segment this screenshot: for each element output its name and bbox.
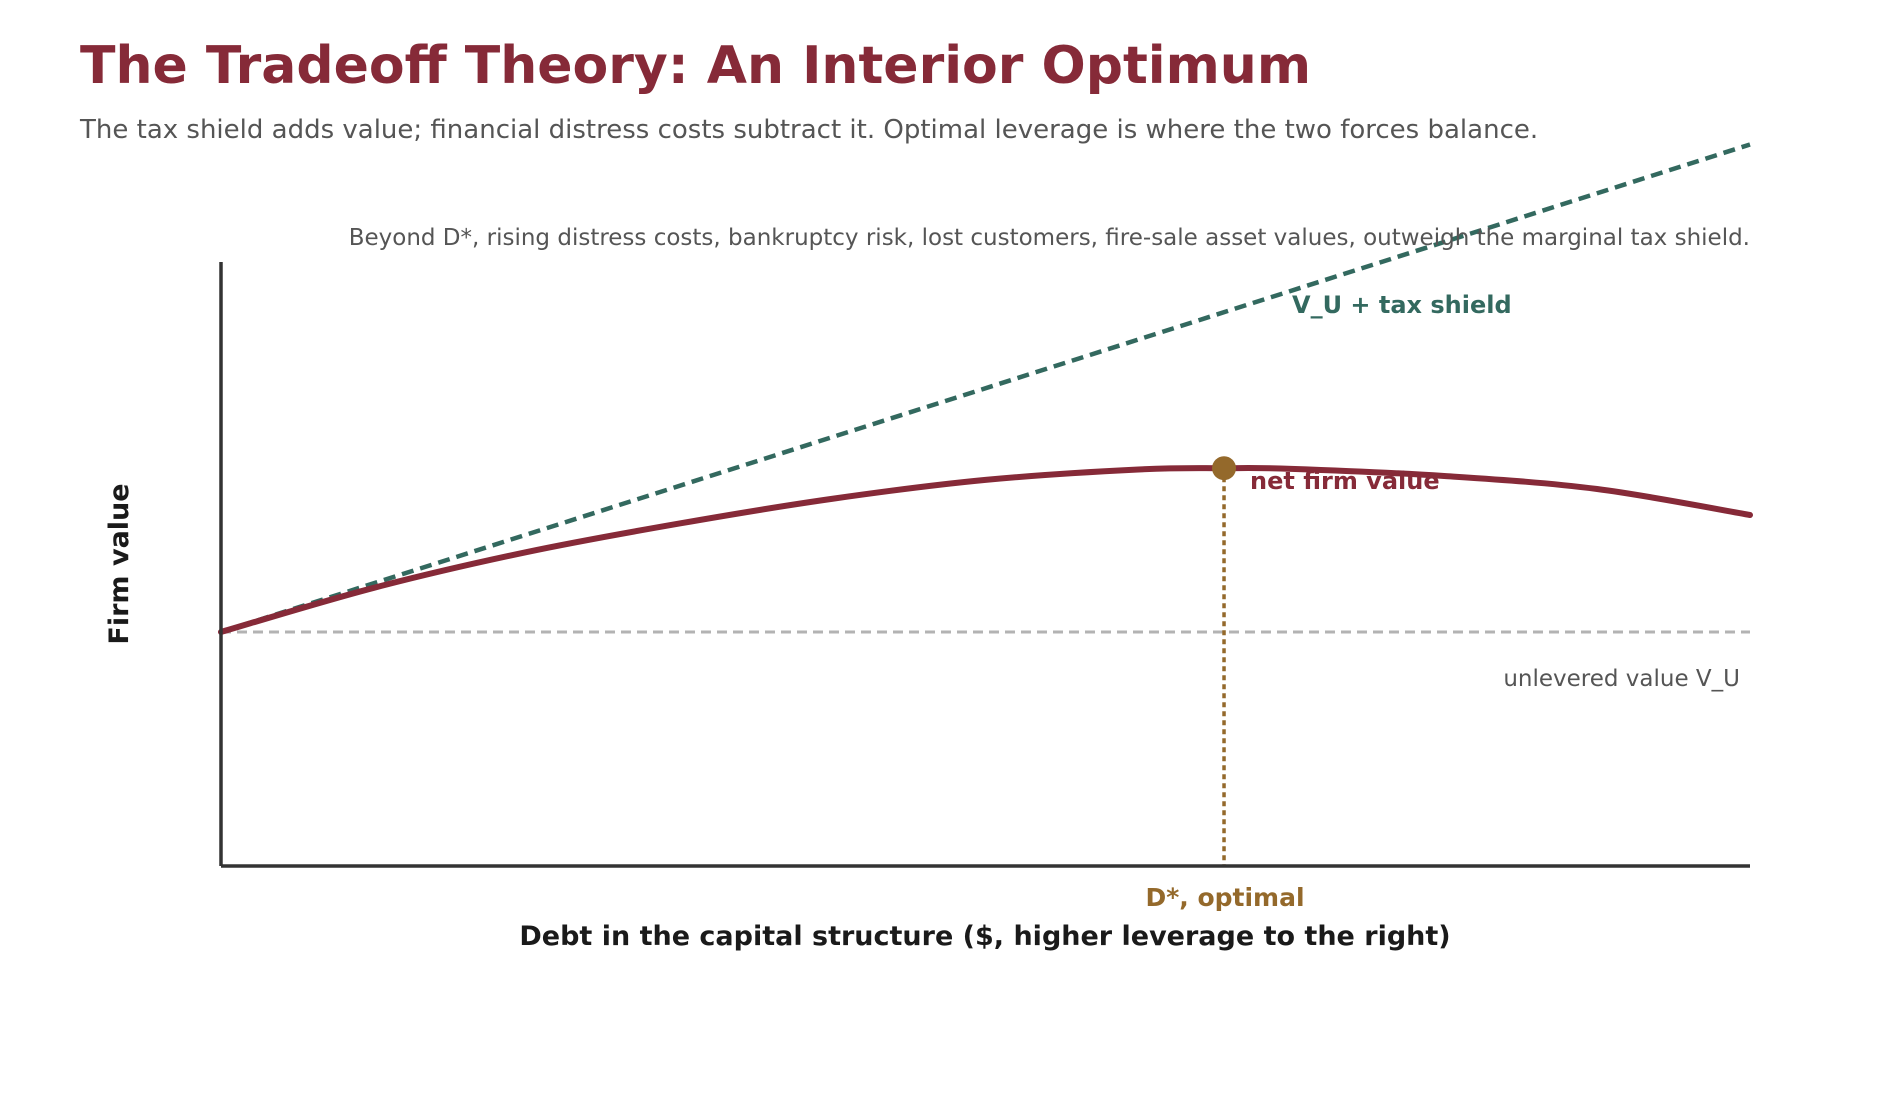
tax-shield-label: V_U + tax shield — [1292, 291, 1512, 319]
optimum-tick-label: D*, optimal — [1145, 883, 1304, 912]
page-subtitle: The tax shield adds value; financial dis… — [80, 115, 1539, 145]
optimum-point — [1212, 456, 1237, 481]
net-firm-value-curve — [218, 464, 1753, 635]
net-value-label: net firm value — [1250, 467, 1440, 495]
y-axis-label: Firm value — [104, 483, 135, 644]
unlevered-label: unlevered value V_U — [1503, 666, 1740, 692]
tax-shield-line — [220, 142, 1751, 635]
chart-annotation: Beyond D*, rising distress costs, bankru… — [349, 225, 1750, 251]
plot-area — [218, 142, 1753, 866]
page-title: The Tradeoff Theory: An Interior Optimum — [80, 36, 1312, 96]
x-axis-label: Debt in the capital structure ($, higher… — [519, 921, 1450, 952]
